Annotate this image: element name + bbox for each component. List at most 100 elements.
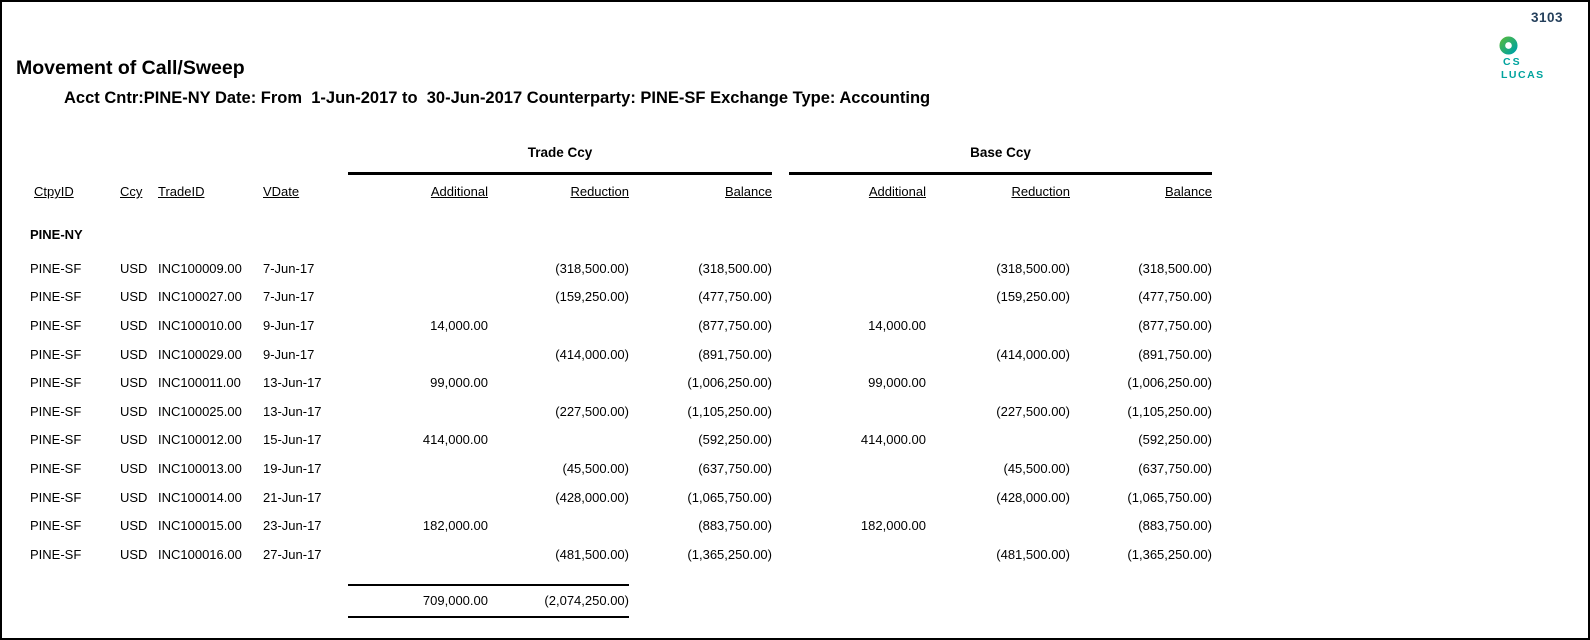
- cell-base-reduction: [926, 511, 1070, 540]
- section-header-row: PINE-NY: [30, 202, 1212, 254]
- cell-base-balance: (1,006,250.00): [1127, 375, 1212, 391]
- cell-ccy: USD: [120, 260, 148, 276]
- cell-tradeid: INC100016.00: [158, 546, 242, 562]
- cell-trade-balance: (637,750.00): [698, 460, 772, 476]
- report-criteria: Acct Cntr:PINE-NY Date: From 1-Jun-2017 …: [64, 89, 931, 107]
- cell-vdate: 21-Jun-17: [263, 489, 322, 505]
- group-header-row: Trade Ccy Base Ccy: [30, 140, 1212, 175]
- cell-trade-reduction: [488, 426, 629, 455]
- cell-trade-balance: (877,750.00): [698, 317, 772, 333]
- col-header-gap: [772, 173, 789, 202]
- cell-base-reduction: (159,250.00): [996, 289, 1070, 305]
- cell-trade-additional: [348, 283, 488, 312]
- movement-table: Trade Ccy Base Ccy CtpyID Ccy TradeID VD…: [30, 140, 1212, 618]
- cell-gap: [772, 254, 789, 283]
- cell-tradeid: INC100027.00: [158, 289, 242, 305]
- cell-ctpyid: PINE-SF: [30, 460, 82, 476]
- cell-trade-balance: (891,750.00): [698, 346, 772, 362]
- cell-trade-reduction: (227,500.00): [555, 403, 629, 419]
- cell-trade-reduction: (318,500.00): [555, 260, 629, 276]
- section-header: PINE-NY: [30, 227, 83, 242]
- cell-trade-additional: [348, 454, 488, 483]
- cell-gap: [772, 483, 789, 512]
- cell-ctpyid: PINE-SF: [30, 518, 82, 534]
- table-row: PINE-SF USD INC100010.00 9-Jun-17 14,000…: [30, 311, 1212, 340]
- table-row: PINE-SF USD INC100014.00 21-Jun-17 (428,…: [30, 483, 1212, 512]
- cell-trade-additional: 14,000.00: [430, 317, 488, 333]
- cell-trade-balance: (318,500.00): [698, 260, 772, 276]
- cell-tradeid: INC100025.00: [158, 403, 242, 419]
- cell-ctpyid: PINE-SF: [30, 317, 82, 333]
- group-header-spacer: [30, 140, 348, 173]
- col-header-tradeid: TradeID: [158, 184, 205, 199]
- cell-vdate: 7-Jun-17: [263, 260, 315, 276]
- cell-base-balance: (1,065,750.00): [1127, 489, 1212, 505]
- cell-trade-additional: [348, 254, 488, 283]
- cell-vdate: 9-Jun-17: [263, 317, 315, 333]
- cell-ctpyid: PINE-SF: [30, 546, 82, 562]
- col-header-base-balance: Balance: [1165, 184, 1212, 199]
- totals-left-spacer: [30, 585, 348, 617]
- table-row: PINE-SF USD INC100012.00 15-Jun-17 414,0…: [30, 426, 1212, 455]
- cell-ccy: USD: [120, 432, 148, 448]
- cell-trade-balance: (883,750.00): [698, 518, 772, 534]
- cell-vdate: 9-Jun-17: [263, 346, 315, 362]
- table-row: PINE-SF USD INC100016.00 27-Jun-17 (481,…: [30, 540, 1212, 569]
- col-header-trade-additional: Additional: [430, 184, 488, 199]
- cell-tradeid: INC100014.00: [158, 489, 242, 505]
- cell-vdate: 15-Jun-17: [263, 432, 322, 448]
- cell-ctpyid: PINE-SF: [30, 432, 82, 448]
- cell-tradeid: INC100011.00: [158, 375, 241, 391]
- cell-ccy: USD: [120, 317, 148, 333]
- cell-base-reduction: [926, 311, 1070, 340]
- cell-gap: [772, 511, 789, 540]
- cell-trade-reduction: [488, 368, 629, 397]
- table-row: PINE-SF USD INC100015.00 23-Jun-17 182,0…: [30, 511, 1212, 540]
- cell-ctpyid: PINE-SF: [30, 346, 82, 362]
- cell-trade-balance: (592,250.00): [698, 432, 772, 448]
- cell-gap: [772, 340, 789, 369]
- cell-gap: [772, 311, 789, 340]
- cell-trade-balance: (1,365,250.00): [687, 546, 772, 562]
- cell-trade-additional: 414,000.00: [422, 432, 488, 448]
- col-header-ccy: Ccy: [120, 184, 143, 199]
- cell-ccy: USD: [120, 403, 148, 419]
- cell-base-reduction: (428,000.00): [996, 489, 1070, 505]
- cell-trade-reduction: (159,250.00): [555, 289, 629, 305]
- cell-trade-balance: (477,750.00): [698, 289, 772, 305]
- col-header-trade-balance: Balance: [725, 184, 772, 199]
- totals-spacer-row: [30, 569, 1212, 585]
- cell-vdate: 13-Jun-17: [263, 403, 322, 419]
- cell-base-balance: (477,750.00): [1138, 289, 1212, 305]
- logo-text-lucas: LUCAS: [1501, 68, 1545, 81]
- cell-ccy: USD: [120, 289, 148, 305]
- cell-base-additional: [789, 454, 926, 483]
- cell-trade-balance: (1,006,250.00): [687, 375, 772, 391]
- cell-ctpyid: PINE-SF: [30, 403, 82, 419]
- cell-base-reduction: (227,500.00): [996, 403, 1070, 419]
- cell-trade-additional: 99,000.00: [430, 375, 488, 391]
- cell-base-reduction: [926, 368, 1070, 397]
- cell-gap: [772, 454, 789, 483]
- col-header-trade-reduction: Reduction: [570, 184, 629, 199]
- cell-base-balance: (318,500.00): [1138, 260, 1212, 276]
- cell-base-additional: 14,000.00: [868, 317, 926, 333]
- cell-ccy: USD: [120, 489, 148, 505]
- cell-base-additional: 99,000.00: [868, 375, 926, 391]
- cell-trade-balance: (1,065,750.00): [687, 489, 772, 505]
- totals-row: 709,000.00 (2,074,250.00): [30, 583, 1212, 618]
- cell-base-additional: [789, 254, 926, 283]
- col-header-ctpyid: CtpyID: [34, 184, 74, 199]
- table-row: PINE-SF USD INC100027.00 7-Jun-17 (159,2…: [30, 283, 1212, 312]
- cell-gap: [772, 540, 789, 569]
- table-row: PINE-SF USD INC100025.00 13-Jun-17 (227,…: [30, 397, 1212, 426]
- cell-base-balance: (877,750.00): [1138, 317, 1212, 333]
- table-row: PINE-SF USD INC100011.00 13-Jun-17 99,00…: [30, 368, 1212, 397]
- cell-base-additional: 414,000.00: [860, 432, 926, 448]
- cell-ccy: USD: [120, 375, 148, 391]
- cell-tradeid: INC100010.00: [158, 317, 242, 333]
- cell-vdate: 27-Jun-17: [263, 546, 322, 562]
- cell-tradeid: INC100015.00: [158, 518, 242, 534]
- page-number: 3103: [1530, 10, 1563, 25]
- cell-base-additional: [789, 283, 926, 312]
